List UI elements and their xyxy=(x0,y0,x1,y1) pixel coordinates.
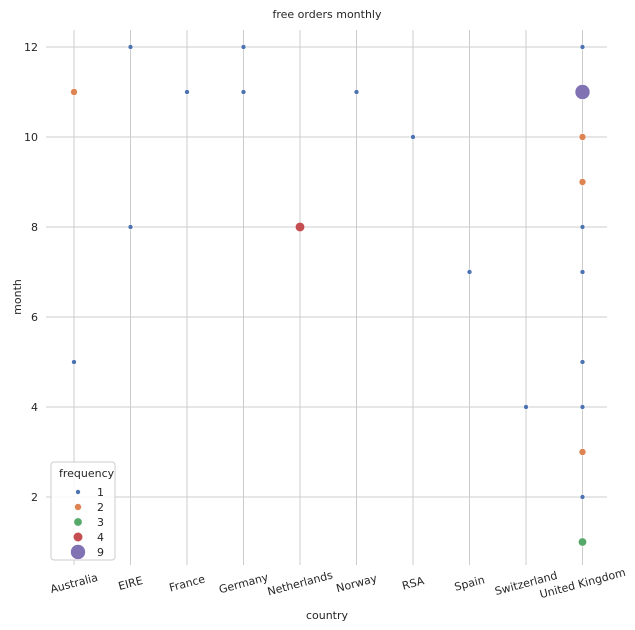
legend-label: 4 xyxy=(97,531,104,544)
data-point xyxy=(523,404,529,410)
data-point xyxy=(71,359,77,365)
y-tick-label: 4 xyxy=(31,401,38,414)
legend-marker xyxy=(72,531,84,543)
data-point xyxy=(353,89,360,95)
x-tick-label: Spain xyxy=(453,573,486,594)
data-point xyxy=(579,494,586,500)
data-point xyxy=(578,133,587,141)
legend-marker xyxy=(70,544,86,560)
legend: frequency 1 2 3 4 9 xyxy=(50,461,116,561)
y-axis-title: month xyxy=(11,279,24,315)
data-point xyxy=(240,89,247,95)
legend-marker xyxy=(73,517,83,527)
x-tick-label: France xyxy=(168,572,207,594)
legend-marker xyxy=(74,503,82,511)
x-axis-title: country xyxy=(306,609,349,622)
y-tick-label: 8 xyxy=(31,221,38,234)
data-point xyxy=(294,221,306,233)
y-tick-label: 6 xyxy=(31,311,38,324)
x-tick-label: RSA xyxy=(401,574,426,592)
data-point xyxy=(466,269,473,275)
y-tick-label: 12 xyxy=(24,41,38,54)
data-point xyxy=(579,44,586,50)
y-tick-label: 2 xyxy=(31,491,38,504)
legend-label: 3 xyxy=(97,516,104,529)
data-point xyxy=(127,224,134,230)
data-point xyxy=(578,178,587,186)
data-point xyxy=(579,224,586,230)
data-points xyxy=(70,44,591,547)
x-tick-label: Netherlands xyxy=(266,568,334,598)
data-point xyxy=(579,404,586,410)
x-tick-label: Germany xyxy=(218,571,271,597)
data-point xyxy=(579,269,586,275)
data-point xyxy=(70,88,78,96)
legend-label: 9 xyxy=(97,546,104,559)
data-point xyxy=(410,134,416,140)
legend-label: 2 xyxy=(97,501,104,514)
data-point xyxy=(240,44,247,50)
grid-lines xyxy=(46,30,607,565)
x-tick-label: Australia xyxy=(49,571,99,596)
legend-frame xyxy=(50,461,116,561)
legend-label: 1 xyxy=(97,486,104,499)
data-point xyxy=(184,89,190,95)
data-point xyxy=(579,359,586,365)
data-point xyxy=(577,537,587,547)
chart-title: free orders monthly xyxy=(272,8,382,21)
data-point xyxy=(578,448,587,456)
legend-title: frequency xyxy=(59,467,115,480)
data-point xyxy=(574,84,591,100)
x-tick-label: EIRE xyxy=(117,574,144,593)
data-point xyxy=(127,44,134,50)
y-tick-label: 10 xyxy=(24,131,38,144)
legend-marker xyxy=(75,489,81,495)
x-tick-label: Norway xyxy=(335,572,379,595)
